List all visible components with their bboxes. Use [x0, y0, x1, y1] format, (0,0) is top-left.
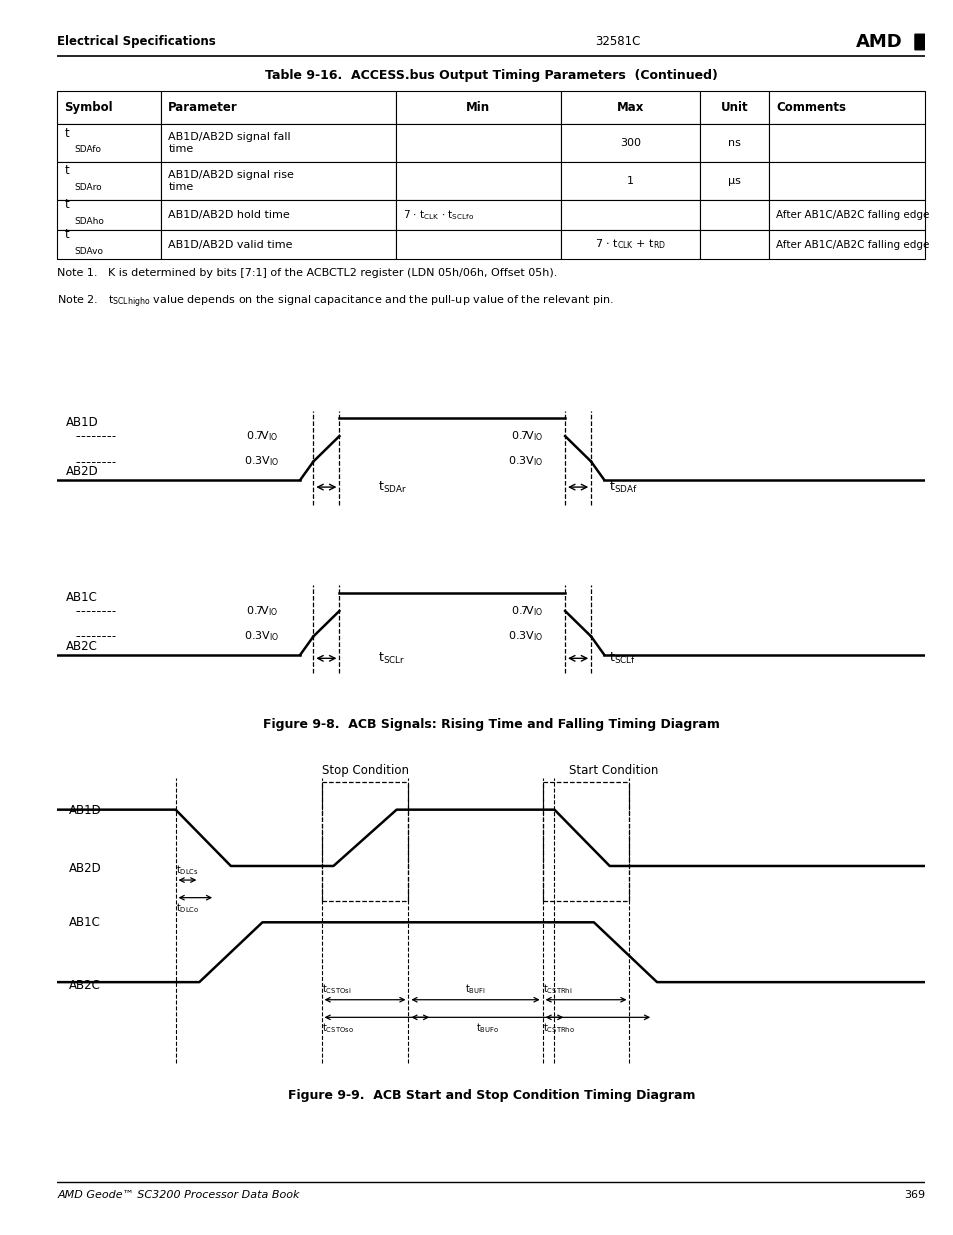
- Text: AB1C: AB1C: [69, 916, 101, 930]
- Bar: [57, 125, 161, 162]
- Text: After AB1C/AB2C falling edge: After AB1C/AB2C falling edge: [775, 240, 928, 249]
- Text: t$_{\sf SDAf}$: t$_{\sf SDAf}$: [608, 479, 637, 495]
- Text: Max: Max: [616, 101, 643, 114]
- Text: AB1D/AB2D hold time: AB1D/AB2D hold time: [168, 210, 290, 220]
- Text: AB1D/AB2D signal fall
time: AB1D/AB2D signal fall time: [168, 132, 291, 154]
- Text: SDAro: SDAro: [74, 183, 102, 193]
- Text: 1: 1: [626, 175, 633, 185]
- Bar: [161, 200, 395, 230]
- Text: After AB1C/AB2C falling edge: After AB1C/AB2C falling edge: [775, 210, 928, 220]
- Text: SDAho: SDAho: [74, 217, 105, 226]
- Text: μs: μs: [727, 175, 740, 185]
- Text: AB1D/AB2D valid time: AB1D/AB2D valid time: [168, 240, 293, 249]
- Text: t$_{\sf SCLf}$: t$_{\sf SCLf}$: [608, 651, 635, 666]
- Text: AB2D: AB2D: [66, 466, 98, 478]
- Text: AB1C: AB1C: [66, 590, 98, 604]
- Bar: [768, 91, 924, 125]
- Bar: [768, 162, 924, 200]
- Text: Figure 9-8.  ACB Signals: Rising Time and Falling Timing Diagram: Figure 9-8. ACB Signals: Rising Time and…: [263, 719, 719, 731]
- Text: t$_{\sf CSTRho}$: t$_{\sf CSTRho}$: [542, 1021, 574, 1035]
- Text: AB1D: AB1D: [69, 804, 102, 816]
- Bar: [699, 125, 768, 162]
- Text: Note 2.   t$_{\sf SCLhigho}$ value depends on the signal capacitance and the pul: Note 2. t$_{\sf SCLhigho}$ value depends…: [57, 294, 614, 310]
- Bar: [161, 162, 395, 200]
- Text: Comments: Comments: [775, 101, 845, 114]
- Bar: [560, 91, 699, 125]
- Text: Min: Min: [466, 101, 490, 114]
- Bar: [161, 125, 395, 162]
- Bar: [560, 230, 699, 259]
- Text: AMD: AMD: [855, 33, 902, 51]
- Bar: [57, 162, 161, 200]
- Text: 0.7V$_{\sf IO}$: 0.7V$_{\sf IO}$: [246, 604, 278, 618]
- Text: SDAvo: SDAvo: [74, 247, 104, 256]
- Text: 32581C: 32581C: [595, 36, 640, 48]
- Text: 7 $\cdot$ t$_{\sf CLK}$ + t$_{\sf RD}$: 7 $\cdot$ t$_{\sf CLK}$ + t$_{\sf RD}$: [594, 237, 665, 252]
- Bar: [395, 230, 560, 259]
- Text: AB2C: AB2C: [69, 978, 101, 992]
- Text: 7 $\cdot$ t$_{\sf CLK}$ $\cdot$ t$_{\sf SCLfo}$: 7 $\cdot$ t$_{\sf CLK}$ $\cdot$ t$_{\sf …: [402, 207, 474, 222]
- Bar: [560, 200, 699, 230]
- Bar: [395, 200, 560, 230]
- Text: Stop Condition: Stop Condition: [321, 764, 408, 777]
- Text: Note 1.   K is determined by bits [7:1] of the ACBCTL2 register (LDN 05h/06h, Of: Note 1. K is determined by bits [7:1] of…: [57, 268, 558, 278]
- Bar: [57, 200, 161, 230]
- Text: 0.3V$_{\sf IO}$: 0.3V$_{\sf IO}$: [508, 454, 543, 468]
- Text: t$_{\sf BUFi}$: t$_{\sf BUFi}$: [465, 982, 485, 997]
- Bar: [395, 162, 560, 200]
- Text: t: t: [64, 228, 69, 241]
- Text: Symbol: Symbol: [64, 101, 112, 114]
- Bar: [699, 162, 768, 200]
- Bar: [161, 230, 395, 259]
- Text: t$_{\sf DLCs}$: t$_{\sf DLCs}$: [175, 863, 198, 877]
- Bar: [560, 125, 699, 162]
- Text: t$_{\sf CSTOsi}$: t$_{\sf CSTOsi}$: [321, 982, 351, 997]
- Text: AB2C: AB2C: [66, 640, 98, 653]
- Text: t: t: [64, 164, 69, 178]
- Text: 0.3V$_{\sf IO}$: 0.3V$_{\sf IO}$: [508, 630, 543, 643]
- Polygon shape: [914, 35, 936, 49]
- Bar: [560, 162, 699, 200]
- Text: Table 9-16.  ACCESS.bus Output Timing Parameters  (Continued): Table 9-16. ACCESS.bus Output Timing Par…: [265, 69, 717, 82]
- Bar: [768, 230, 924, 259]
- Text: t$_{\sf SDAr}$: t$_{\sf SDAr}$: [378, 479, 407, 495]
- Bar: [57, 230, 161, 259]
- Text: t$_{\sf DLCo}$: t$_{\sf DLCo}$: [175, 902, 199, 915]
- Text: Electrical Specifications: Electrical Specifications: [57, 36, 215, 48]
- Text: 0.7V$_{\sf IO}$: 0.7V$_{\sf IO}$: [510, 430, 543, 443]
- Text: 0.3V$_{\sf IO}$: 0.3V$_{\sf IO}$: [243, 454, 278, 468]
- Bar: [699, 230, 768, 259]
- Text: 0.7V$_{\sf IO}$: 0.7V$_{\sf IO}$: [510, 604, 543, 618]
- Text: Start Condition: Start Condition: [568, 764, 658, 777]
- Text: t$_{\sf CSTOso}$: t$_{\sf CSTOso}$: [321, 1021, 354, 1035]
- Text: AB1D: AB1D: [66, 416, 98, 429]
- Text: Parameter: Parameter: [168, 101, 238, 114]
- Text: Unit: Unit: [720, 101, 747, 114]
- Text: Figure 9-9.  ACB Start and Stop Condition Timing Diagram: Figure 9-9. ACB Start and Stop Condition…: [287, 1089, 695, 1102]
- Bar: [395, 125, 560, 162]
- Text: AB1D/AB2D signal rise
time: AB1D/AB2D signal rise time: [168, 170, 294, 191]
- Text: SDAfo: SDAfo: [74, 146, 102, 154]
- Text: 369: 369: [903, 1191, 924, 1200]
- Text: 0.7V$_{\sf IO}$: 0.7V$_{\sf IO}$: [246, 430, 278, 443]
- Bar: [768, 125, 924, 162]
- Text: ns: ns: [727, 138, 740, 148]
- Text: 0.3V$_{\sf IO}$: 0.3V$_{\sf IO}$: [243, 630, 278, 643]
- Text: t$_{\sf CSTRhi}$: t$_{\sf CSTRhi}$: [542, 982, 572, 997]
- Bar: [768, 200, 924, 230]
- Bar: [395, 91, 560, 125]
- Text: t: t: [64, 199, 69, 211]
- Bar: [161, 91, 395, 125]
- Text: t$_{\sf BUFo}$: t$_{\sf BUFo}$: [476, 1021, 498, 1035]
- Text: t: t: [64, 126, 69, 140]
- Bar: [57, 91, 161, 125]
- Text: 300: 300: [619, 138, 640, 148]
- Text: AMD Geode™ SC3200 Processor Data Book: AMD Geode™ SC3200 Processor Data Book: [57, 1191, 299, 1200]
- Text: t$_{\sf SCLr}$: t$_{\sf SCLr}$: [378, 651, 405, 666]
- Text: AB2D: AB2D: [69, 862, 102, 876]
- Bar: [699, 91, 768, 125]
- Bar: [699, 200, 768, 230]
